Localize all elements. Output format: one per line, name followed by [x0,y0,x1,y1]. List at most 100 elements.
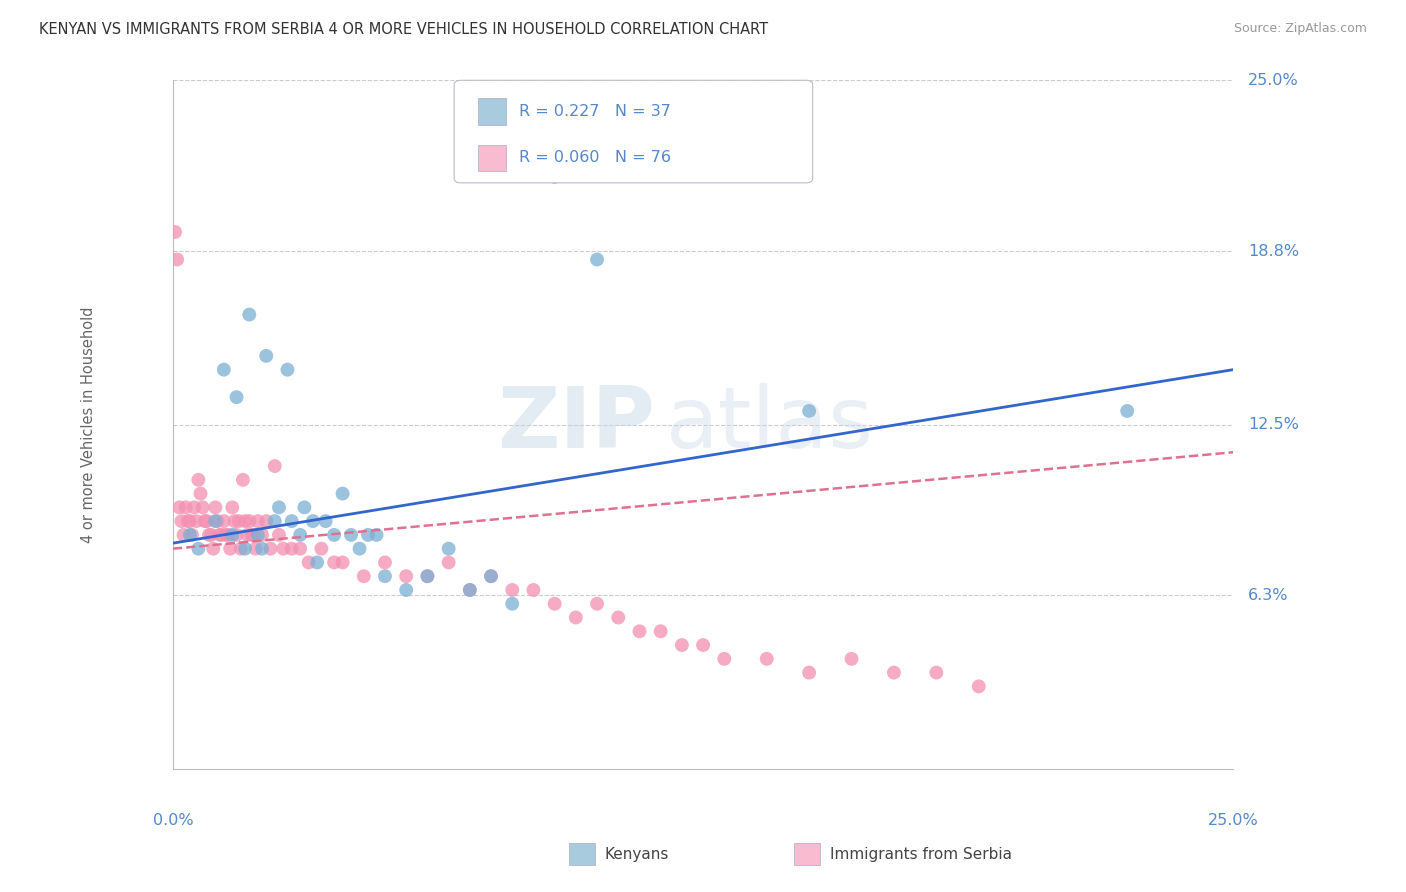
Point [479,569,502,583]
Point [177,514,200,528]
Text: KENYAN VS IMMIGRANTS FROM SERBIA 4 OR MORE VEHICLES IN HOUSEHOLD CORRELATION CHA: KENYAN VS IMMIGRANTS FROM SERBIA 4 OR MO… [39,22,769,37]
Point [271,541,294,556]
Point [340,528,363,542]
Point [259,541,281,556]
Point [925,665,948,680]
Point [374,569,396,583]
Point [187,473,209,487]
Point [332,556,354,570]
Point [395,582,418,597]
Point [179,528,201,542]
Text: ZIP: ZIP [498,384,655,467]
Point [217,528,239,542]
Point [501,582,523,597]
Point [366,528,388,542]
Point [288,541,311,556]
Point [236,528,259,542]
Text: 6.3%: 6.3% [1249,588,1288,603]
Point [221,500,243,515]
Point [208,528,231,542]
Point [437,541,460,556]
Point [263,514,285,528]
Point [276,362,298,376]
Point [187,541,209,556]
Text: 4 or more Vehicles in Household: 4 or more Vehicles in Household [80,307,96,543]
Point [332,486,354,500]
Point [543,597,565,611]
Point [267,500,290,515]
Point [323,556,346,570]
Point [543,169,565,184]
Point [212,514,235,528]
Point [174,500,197,515]
Point [225,528,247,542]
Point [628,624,651,639]
Text: R = 0.060   N = 76: R = 0.060 N = 76 [519,151,671,166]
Text: atlas: atlas [666,384,875,467]
Point [797,404,820,418]
Point [302,514,325,528]
Point [219,541,242,556]
Point [233,541,256,556]
Point [165,225,187,239]
Point [254,514,277,528]
Point [207,514,229,528]
Text: Immigrants from Serbia: Immigrants from Serbia [830,847,1011,862]
Point [170,514,193,528]
Text: R = 0.227   N = 37: R = 0.227 N = 37 [519,103,671,119]
Point [713,652,735,666]
Point [650,624,672,639]
Point [311,541,333,556]
Point [565,610,588,624]
Point [280,514,302,528]
Point [233,514,256,528]
Point [238,308,260,322]
Text: 0.0%: 0.0% [153,813,193,828]
Point [250,541,273,556]
Point [183,500,205,515]
Point [198,528,221,542]
Point [242,528,264,542]
Point [215,528,238,542]
Point [416,569,439,583]
Point [315,514,337,528]
Point [1116,404,1139,418]
Point [395,569,418,583]
Point [245,541,267,556]
Point [186,514,208,528]
Point [458,582,481,597]
Point [246,528,269,542]
Point [190,486,212,500]
Point [263,458,285,473]
Point [797,665,820,680]
Point [173,528,195,542]
Point [357,528,380,542]
Point [202,541,225,556]
Point [246,514,269,528]
Point [755,652,778,666]
Text: Kenyans: Kenyans [605,847,669,862]
Point [267,528,290,542]
Point [967,679,990,693]
Point [200,528,222,542]
Point [250,528,273,542]
Point [194,514,217,528]
Text: 25.0%: 25.0% [1208,813,1258,828]
Point [204,500,226,515]
Point [883,665,905,680]
Text: 12.5%: 12.5% [1249,417,1299,433]
Point [586,597,609,611]
Point [179,514,201,528]
Point [224,514,246,528]
Point [323,528,346,542]
Point [240,528,263,542]
Point [374,556,396,570]
Point [166,252,188,267]
Point [501,597,523,611]
Point [204,514,226,528]
Point [349,541,371,556]
Text: Source: ZipAtlas.com: Source: ZipAtlas.com [1233,22,1367,36]
Point [607,610,630,624]
Point [692,638,714,652]
Point [671,638,693,652]
